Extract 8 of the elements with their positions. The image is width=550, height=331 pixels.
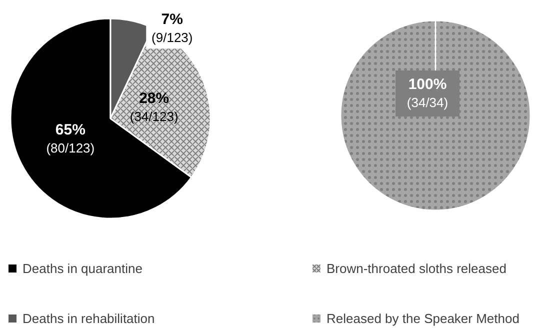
legend-label: Deaths in quarantine <box>22 261 142 276</box>
legend-label: Released by the Speaker Method <box>326 311 520 326</box>
data-label: 65% (80/123) <box>46 121 95 156</box>
data-label: 7% (9/123) <box>152 11 193 46</box>
legend-label: Deaths in rehabilitation <box>22 311 155 326</box>
data-label: 28% (34/123) <box>130 90 178 124</box>
legend-label: Brown-throated sloths released <box>326 261 506 276</box>
data-label: 100% (34/34) <box>406 76 448 110</box>
